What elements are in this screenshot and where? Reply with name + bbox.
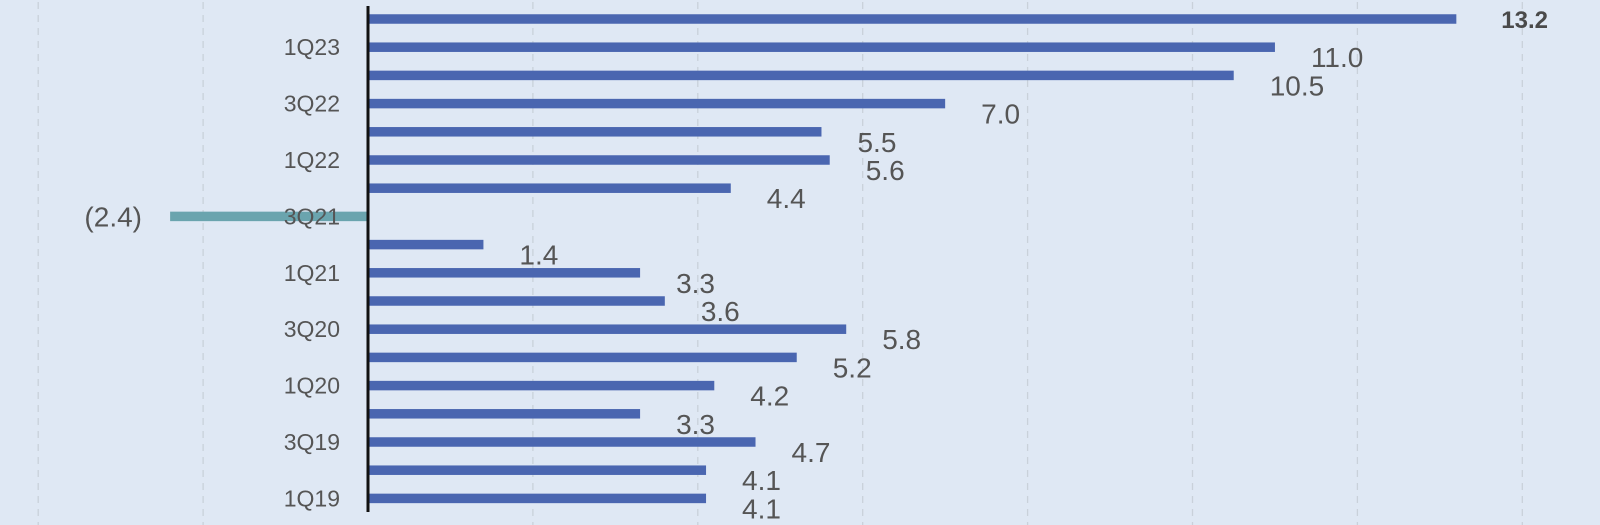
category-label: 1Q23 (284, 34, 340, 60)
bar (368, 183, 731, 193)
value-label: 4.4 (767, 183, 806, 214)
bar (368, 352, 797, 363)
category-label: 3Q22 (284, 91, 340, 117)
bar (368, 14, 1457, 24)
category-label: 3Q20 (284, 316, 340, 342)
value-label: 11.0 (1311, 42, 1363, 73)
bar (368, 380, 715, 391)
value-label: 4.7 (792, 437, 831, 468)
category-label: 3Q19 (284, 429, 340, 455)
bar (368, 239, 484, 250)
category-label: 1Q21 (284, 260, 340, 286)
bar (368, 98, 946, 109)
value-label: 5.6 (866, 155, 905, 186)
value-label: 3.3 (676, 409, 715, 440)
bar (368, 493, 707, 504)
bar-layer (170, 14, 1457, 504)
value-label: 7.0 (981, 99, 1020, 130)
bar (368, 409, 641, 419)
value-label: 1.4 (519, 240, 558, 271)
value-label: 4.1 (742, 465, 781, 496)
category-label: 1Q22 (284, 147, 340, 173)
value-label: 5.5 (857, 127, 896, 158)
value-label: 4.1 (742, 493, 781, 524)
value-label: 3.6 (701, 296, 740, 327)
value-label-layer: 13.211.010.57.05.55.64.4(2.4)1.43.33.65.… (84, 7, 1548, 524)
value-label: 5.2 (833, 352, 872, 383)
category-label: 1Q19 (284, 485, 340, 511)
value-label: 3.3 (676, 268, 715, 299)
category-label-layer: 1Q23 3Q22 1Q22 3Q21 1Q21 3Q20 1Q20 3Q19 1Q19 (284, 34, 340, 511)
value-label: 4.2 (750, 381, 789, 412)
category-label: 1Q20 (284, 373, 340, 399)
bar (368, 155, 830, 165)
bar (368, 127, 822, 137)
bar (368, 268, 641, 278)
bar (368, 42, 1275, 52)
bar (368, 437, 756, 447)
bar (368, 324, 847, 334)
value-label: 13.2 (1501, 7, 1548, 34)
category-label: 3Q21 (284, 203, 340, 229)
value-label: 10.5 (1270, 70, 1325, 101)
bar (368, 70, 1234, 81)
value-label: 5.8 (882, 324, 921, 355)
bar (368, 465, 707, 475)
bar (368, 296, 665, 306)
bar (170, 211, 368, 222)
value-label: (2.4) (84, 201, 142, 232)
